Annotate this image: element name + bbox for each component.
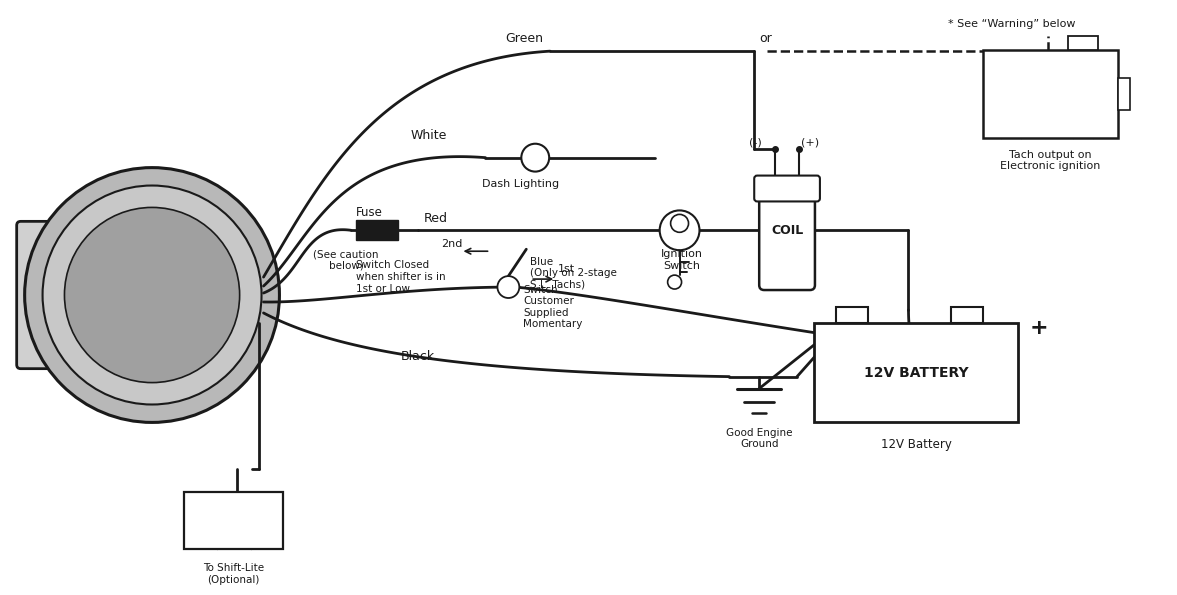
Text: 12V BATTERY: 12V BATTERY: [864, 366, 969, 380]
FancyBboxPatch shape: [836, 307, 867, 323]
Circle shape: [671, 214, 689, 232]
Text: Ignition
Switch: Ignition Switch: [660, 249, 703, 271]
Text: Black: Black: [401, 350, 435, 363]
Text: or: or: [759, 32, 772, 45]
Text: White: White: [411, 129, 447, 142]
Text: Good Engine
Ground: Good Engine Ground: [726, 428, 792, 449]
Text: (+): (+): [802, 137, 819, 148]
Circle shape: [42, 186, 261, 405]
Circle shape: [65, 208, 240, 383]
Text: To Shift-Lite
(Optional): To Shift-Lite (Optional): [204, 563, 264, 584]
Text: COIL: COIL: [771, 224, 803, 237]
FancyBboxPatch shape: [357, 220, 398, 240]
Text: Switch
Customer
Supplied
Momentary: Switch Customer Supplied Momentary: [524, 284, 583, 330]
FancyBboxPatch shape: [983, 50, 1117, 138]
Text: (-): (-): [750, 137, 762, 148]
Circle shape: [659, 211, 699, 250]
Text: Dash Lighting: Dash Lighting: [481, 178, 559, 189]
Text: * See “Warning” below: * See “Warning” below: [949, 19, 1076, 29]
Text: +: +: [1030, 318, 1049, 338]
Circle shape: [521, 144, 550, 171]
Text: (See caution
below): (See caution below): [313, 249, 379, 271]
FancyBboxPatch shape: [814, 323, 1018, 422]
FancyBboxPatch shape: [1068, 36, 1098, 50]
Text: Green: Green: [505, 32, 544, 45]
FancyBboxPatch shape: [951, 307, 983, 323]
Text: Red: Red: [424, 212, 447, 225]
Text: 1st: 1st: [558, 264, 576, 274]
FancyBboxPatch shape: [16, 221, 79, 369]
Text: Blue
(Only on 2-stage
S.L. Tachs): Blue (Only on 2-stage S.L. Tachs): [531, 256, 617, 290]
Text: Tach output on
Electronic ignition: Tach output on Electronic ignition: [999, 150, 1100, 171]
Text: 12V Battery: 12V Battery: [880, 438, 951, 451]
Text: Fuse: Fuse: [357, 206, 383, 219]
FancyBboxPatch shape: [1117, 78, 1130, 110]
Text: 2nd: 2nd: [440, 239, 463, 249]
FancyBboxPatch shape: [754, 176, 820, 202]
Circle shape: [498, 276, 519, 298]
Text: Switch Closed
when shifter is in
1st or Low: Switch Closed when shifter is in 1st or …: [357, 261, 446, 294]
FancyBboxPatch shape: [184, 492, 284, 549]
FancyBboxPatch shape: [759, 190, 814, 290]
Circle shape: [25, 168, 279, 422]
